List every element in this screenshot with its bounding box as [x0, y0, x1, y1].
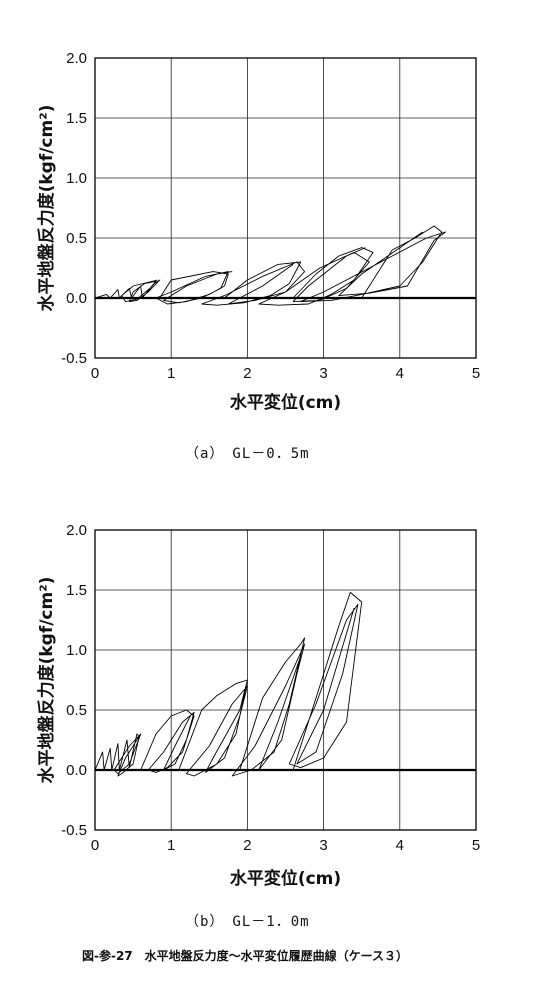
hysteresis-loop-1: [94, 279, 161, 303]
chart-a: 0 1 2 3 4 5 2.0 1.5 1.0 0.5 0.0 -0.5 水平変位(cm) 水平地盤反力度…: [36, 50, 480, 413]
x-tick-label: 5: [472, 365, 480, 382]
hysteresis-loop-2: [140, 709, 195, 773]
x-tick-label: 5: [472, 837, 480, 854]
y-tick-label: 2.0: [66, 50, 87, 67]
y-tick-label: 2.0: [66, 522, 87, 539]
hysteresis-loop-3: [201, 261, 306, 306]
x-axis-label: 水平変位(cm): [230, 392, 341, 413]
x-tick-label: 0: [91, 365, 99, 382]
y-tick-label: 1.0: [66, 642, 87, 659]
x-tick-label: 4: [396, 837, 404, 854]
x-tick-label: 1: [167, 365, 175, 382]
chart-b-caption: （b） GL－1．0m: [185, 914, 310, 930]
x-tick-label: 1: [167, 837, 175, 854]
hysteresis-loop-4: [231, 637, 306, 777]
y-axis-label: 水平地盤反力度(kgf/cm²): [36, 577, 57, 784]
plot-frame: [94, 57, 477, 359]
hysteresis-loop-1: [94, 733, 142, 777]
x-tick-label: 0: [91, 837, 99, 854]
y-tick-label: 0.5: [66, 702, 87, 719]
x-axis-label: 水平変位(cm): [230, 868, 341, 889]
hysteresis-loop-5: [300, 225, 446, 303]
chart-b: 0 1 2 3 4 5 2.0 1.5 1.0 0.5 0.0 -0.5 水平変位(cm) 水平地盤反力度…: [36, 522, 480, 889]
hysteresis-loop-5: [288, 591, 363, 771]
x-tick-label: 2: [243, 837, 251, 854]
y-tick-label: 1.0: [66, 170, 87, 187]
y-tick-label: -0.5: [61, 350, 87, 367]
x-tick-label: 3: [319, 837, 327, 854]
hysteresis-loop-4: [258, 247, 374, 306]
x-tick-label: 2: [243, 365, 251, 382]
y-tick-label: 0.5: [66, 230, 87, 247]
y-tick-label: 0.0: [66, 762, 87, 779]
y-axis-label: 水平地盤反力度(kgf/cm²): [36, 105, 57, 312]
plot-frame: [94, 529, 477, 831]
y-tick-label: 1.5: [66, 582, 87, 599]
chart-a-caption: （a） GL－0．5m: [185, 446, 310, 462]
figure-caption: 図-参-27 水平地盤反力度～水平変位履歴曲線（ケース３）: [82, 948, 408, 963]
x-tick-label: 4: [396, 365, 404, 382]
y-tick-label: 1.5: [66, 110, 87, 127]
y-tick-label: 0.0: [66, 290, 87, 307]
x-tick-label: 3: [319, 365, 327, 382]
hysteresis-loop-2: [155, 271, 233, 305]
y-tick-label: -0.5: [61, 822, 87, 839]
hysteresis-loop-3: [178, 679, 248, 777]
